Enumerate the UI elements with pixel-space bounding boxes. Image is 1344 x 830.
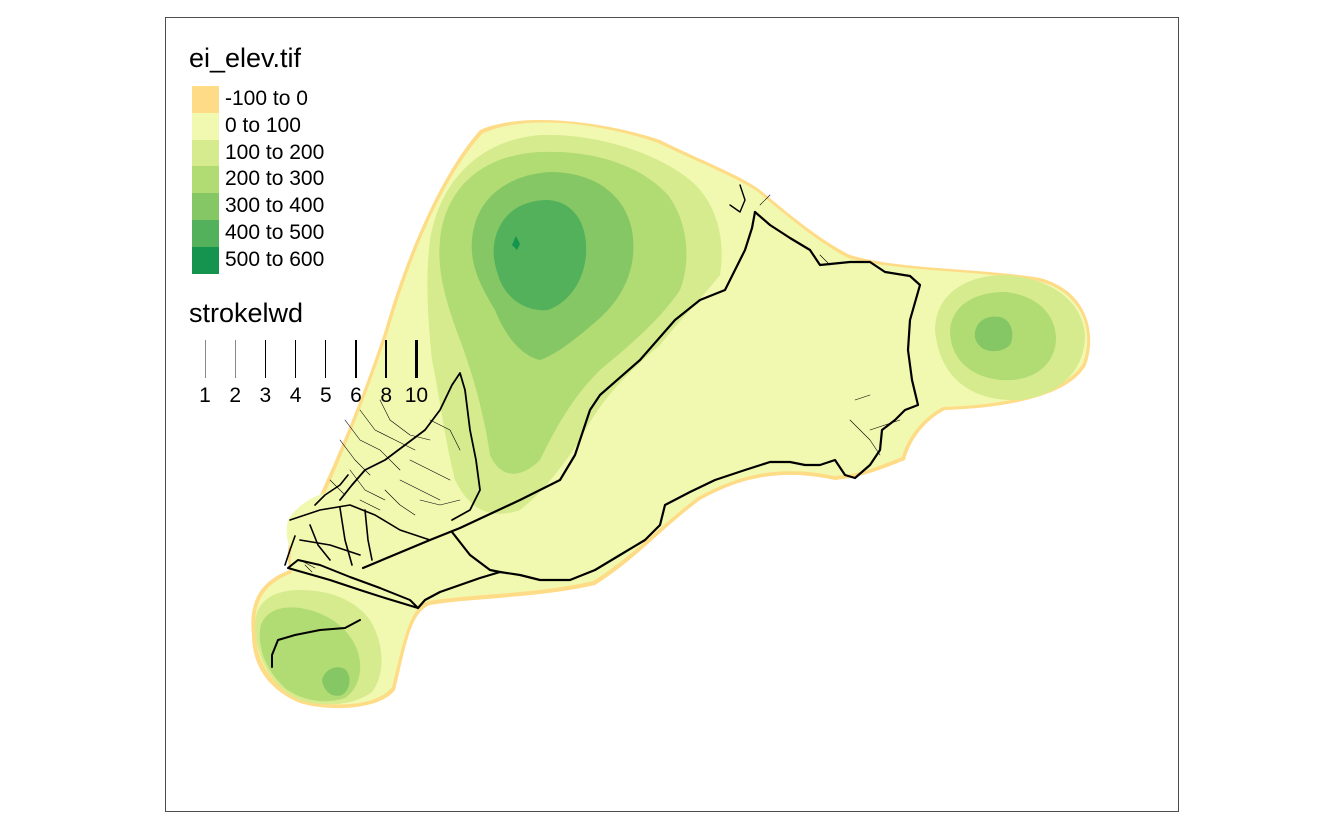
stroke-sample-line <box>325 340 327 378</box>
legend-label: 400 to 500 <box>225 220 325 244</box>
elev-band-0-100-plateau <box>527 250 915 560</box>
elev-band-300-400-west <box>322 667 350 696</box>
legend-label: 0 to 100 <box>225 113 301 137</box>
stroke-sample-line <box>355 340 357 378</box>
road-northwest <box>339 372 481 521</box>
stroke-legend-label: 1 <box>199 384 211 407</box>
road-east-spur <box>729 184 746 213</box>
stroke-legend-item: 2 <box>220 340 250 410</box>
stroke-legend-label: 5 <box>319 384 332 407</box>
stroke-sample-line <box>234 340 236 378</box>
legend-swatch <box>192 139 219 167</box>
elevation-raster <box>251 119 1091 709</box>
elev-band-500-600 <box>512 236 520 250</box>
legend-label: 300 to 400 <box>225 194 325 218</box>
road-network <box>271 184 922 668</box>
stroke-sample-line <box>295 340 297 378</box>
legend-swatch <box>192 166 219 194</box>
road-southwest <box>271 619 361 668</box>
stroke-legend-label: 3 <box>259 384 272 407</box>
legend-swatch <box>192 112 219 140</box>
stroke-sample-line <box>385 340 388 378</box>
stroke-legend-label: 8 <box>380 384 393 407</box>
road-minor-lines <box>299 194 901 573</box>
stroke-legend-label: 2 <box>229 384 242 407</box>
legend-label: -100 to 0 <box>225 87 308 110</box>
road-main-east <box>416 210 922 610</box>
stroke-legend-item: 4 <box>281 340 311 410</box>
stroke-sample-line <box>415 340 418 378</box>
legend-swatch <box>192 86 219 113</box>
stroke-legend-label: 4 <box>289 384 302 407</box>
stroke-legend-label: 10 <box>404 384 429 407</box>
legend-swatch <box>192 219 219 247</box>
stroke-legend-title: strokelwd <box>189 298 304 328</box>
legend-swatch <box>192 193 219 220</box>
stroke-sample-line <box>265 340 266 378</box>
legend-label: 200 to 300 <box>225 167 325 191</box>
road-town-grid <box>284 474 431 566</box>
stroke-legend-item: 8 <box>371 340 401 410</box>
stroke-legend-item: 5 <box>311 340 341 410</box>
legend-swatch <box>192 246 219 274</box>
stroke-legend-item: 10 <box>401 340 431 410</box>
stroke-legend-label: 6 <box>350 384 362 407</box>
elev-band-400-500 <box>493 200 587 311</box>
road-coast-west <box>287 559 419 609</box>
legend-label: 100 to 200 <box>225 140 325 164</box>
road-main-north <box>361 210 757 570</box>
road-south-link <box>450 530 502 574</box>
stroke-legend-item: 3 <box>250 340 280 410</box>
stroke-legend-item: 1 <box>190 340 220 410</box>
elev-band-300-400-east <box>974 316 1013 352</box>
stroke-width-legend: 1 2 3 4 5 6 8 10 <box>190 340 450 410</box>
legend-label: 500 to 600 <box>225 247 325 271</box>
stroke-legend-item: 6 <box>341 340 371 410</box>
elevation-legend-title: ei_elev.tif <box>189 43 302 73</box>
